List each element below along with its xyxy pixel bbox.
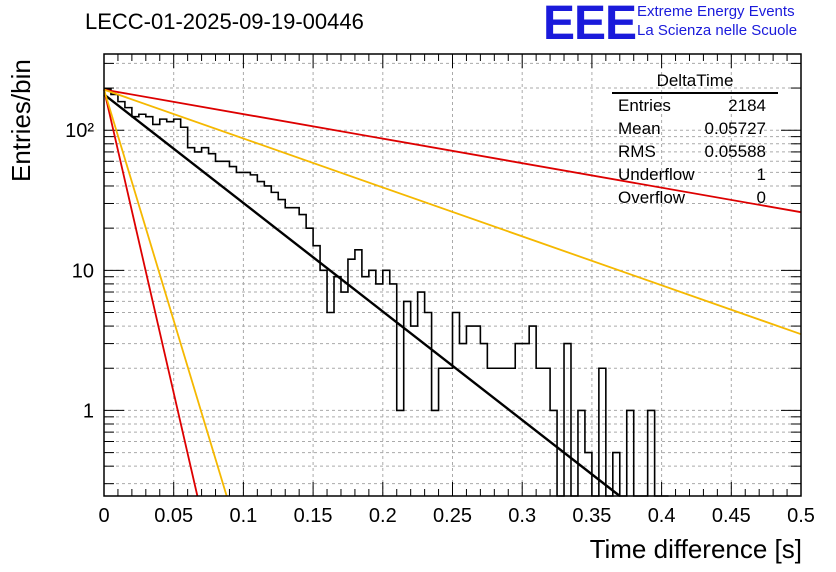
fit-line-2 <box>103 88 802 214</box>
fit-line-4 <box>103 89 199 497</box>
stats-label: Underflow <box>618 165 695 184</box>
stats-title: DeltaTime <box>612 71 778 94</box>
histogram-outline <box>104 88 669 497</box>
x-tick-label: 0.2 <box>369 505 397 527</box>
x-tick-label: 0.05 <box>154 505 193 527</box>
stats-value: 0 <box>756 188 766 207</box>
stats-value: 0.05588 <box>704 142 766 161</box>
stats-value: 1 <box>756 165 766 184</box>
stats-row-rms: RMS 0.05588 <box>612 140 778 163</box>
y-tick-label: 1 <box>83 400 94 422</box>
x-tick-labels: 0 0.05 0.1 0.15 0.2 0.25 0.3 0.35 0.4 0.45 0.5 <box>98 505 814 527</box>
stats-label: Mean <box>618 119 661 138</box>
x-tick-label: 0.3 <box>508 505 536 527</box>
stats-value: 0.05727 <box>704 119 766 138</box>
stats-value: 2184 <box>728 96 766 115</box>
logo-line-1: Extreme Energy Events <box>637 3 795 20</box>
eee-logo: EEE <box>543 0 637 50</box>
x-tick-label: 0.15 <box>294 505 333 527</box>
histogram <box>104 88 669 497</box>
y-tick-labels: 1 10 10² <box>65 120 94 422</box>
fit-line-3 <box>103 88 802 336</box>
plot-frame <box>103 53 802 497</box>
stats-row-overflow: Overflow 0 <box>612 186 778 209</box>
stats-label: Entries <box>618 96 671 115</box>
logo-line-2: La Scienza nelle Scuole <box>637 22 798 39</box>
x-tick-label: 0.25 <box>433 505 472 527</box>
axis-ticks <box>103 54 802 496</box>
chart-title: LECC-01-2025-09-19-00446 <box>85 9 364 34</box>
x-tick-label: 0.5 <box>787 505 815 527</box>
fit-line-1 <box>103 93 621 497</box>
stats-label: Overflow <box>618 188 686 207</box>
stats-row-entries: Entries 2184 <box>612 94 778 117</box>
y-tick-label: 10 <box>72 260 94 282</box>
x-tick-label: 0 <box>98 505 109 527</box>
fit-line-5 <box>103 89 228 497</box>
stats-label: RMS <box>618 142 656 161</box>
x-tick-label: 0.1 <box>229 505 257 527</box>
fit-lines <box>103 88 802 497</box>
x-tick-label: 0.35 <box>572 505 611 527</box>
stats-row-underflow: Underflow 1 <box>612 163 778 186</box>
y-axis-label: Entries/bin <box>6 59 36 182</box>
stats-box: DeltaTime Entries 2184 Mean 0.05727 RMS … <box>612 71 778 209</box>
x-axis-label: Time difference [s] <box>589 534 802 564</box>
x-tick-label: 0.4 <box>648 505 676 527</box>
stats-row-mean: Mean 0.05727 <box>612 117 778 140</box>
x-tick-label: 0.45 <box>712 505 751 527</box>
y-tick-label: 10² <box>65 120 94 142</box>
